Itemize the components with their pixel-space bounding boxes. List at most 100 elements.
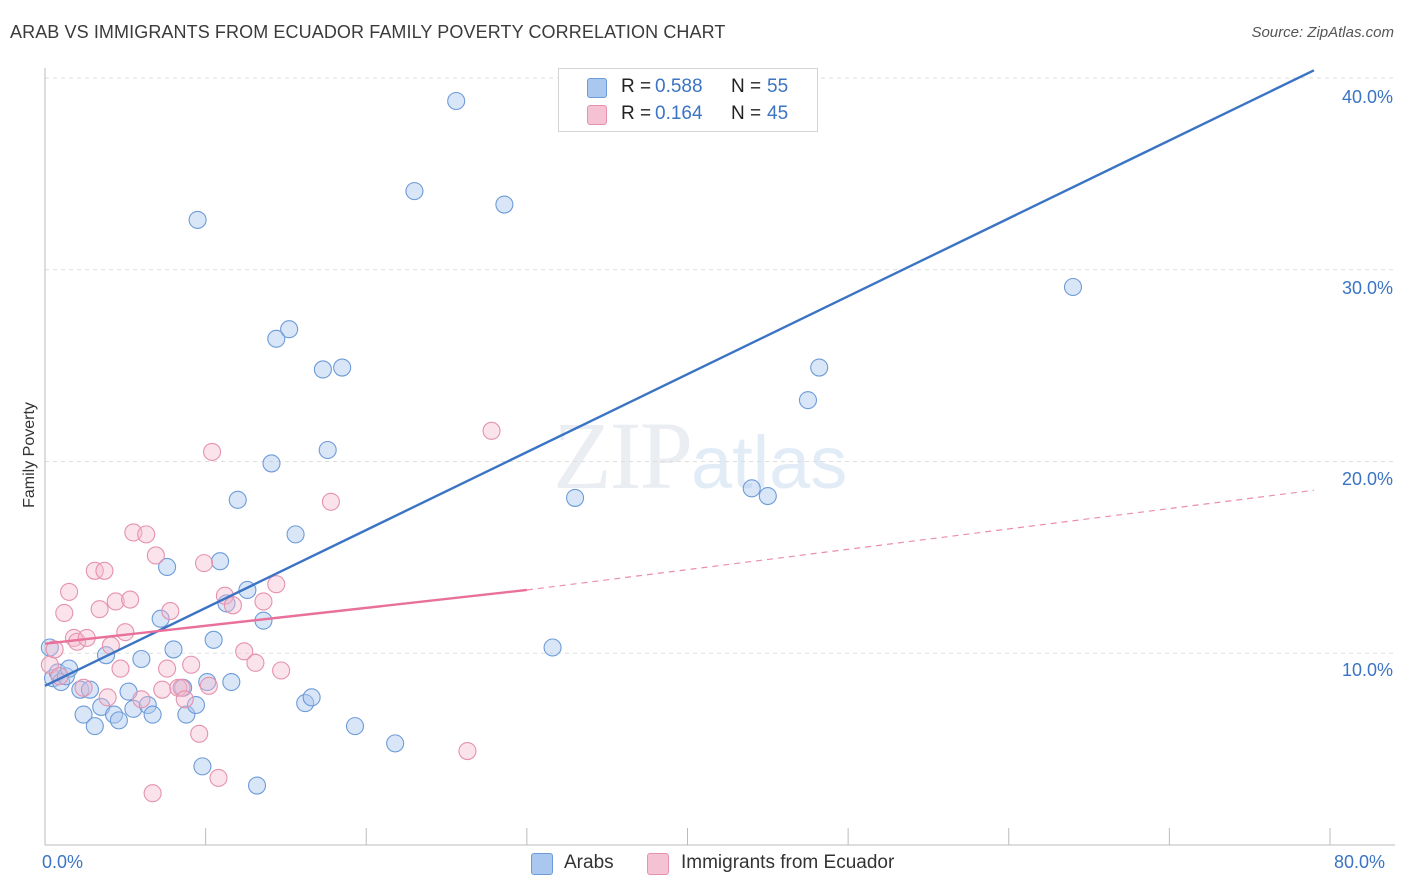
r-label: R = — [621, 76, 652, 97]
data-point — [85, 561, 104, 580]
data-point — [85, 717, 104, 736]
data-point — [132, 649, 151, 669]
trend-line-extension — [526, 489, 1315, 591]
data-point — [798, 391, 818, 410]
data-point — [272, 661, 291, 680]
data-point — [405, 182, 424, 201]
data-point — [137, 525, 156, 544]
data-point — [495, 195, 514, 214]
arabs-swatch — [587, 78, 607, 98]
data-point — [98, 688, 117, 707]
data-point — [106, 592, 125, 611]
data-point — [810, 358, 829, 377]
data-point — [758, 486, 777, 506]
data-point — [302, 688, 321, 707]
correlation-legend: R = 0.588 N = 55 R = 0.164 N = 45 — [558, 68, 818, 132]
data-point — [333, 358, 352, 377]
data-point — [254, 592, 273, 611]
data-point — [146, 546, 165, 565]
data-point — [45, 640, 64, 659]
data-point — [74, 705, 93, 724]
data-point — [262, 454, 281, 473]
data-point — [194, 554, 214, 573]
source-label: Source: ZipAtlas.com — [1251, 24, 1394, 41]
data-point — [318, 440, 337, 460]
data-point — [209, 768, 228, 787]
data-point — [267, 575, 286, 594]
data-point — [193, 757, 212, 776]
data-point — [175, 690, 194, 709]
watermark: ZIPatlas — [553, 400, 847, 511]
data-point — [177, 705, 196, 724]
ecuador-swatch — [587, 105, 607, 125]
data-point — [182, 655, 201, 674]
data-point — [161, 602, 180, 621]
data-point — [71, 680, 90, 699]
data-point — [164, 640, 183, 659]
data-point — [345, 717, 365, 736]
data-point — [111, 659, 130, 678]
data-point — [203, 442, 222, 461]
data-point — [151, 609, 170, 628]
n-value: 45 — [767, 103, 789, 124]
data-point — [199, 676, 218, 695]
data-point — [158, 557, 177, 577]
y-tick-label-30: 30.0% — [1341, 278, 1393, 298]
data-point — [190, 724, 209, 743]
data-point — [74, 678, 93, 697]
legend-arabs-label: Arabs — [564, 852, 614, 873]
trend-line — [44, 588, 528, 645]
watermark-atlas: atlas — [691, 421, 848, 504]
data-point — [447, 91, 466, 111]
data-point — [223, 596, 242, 615]
legend-ecuador-swatch — [647, 853, 669, 875]
data-point — [543, 638, 562, 657]
data-point — [80, 680, 100, 699]
r-value: 0.164 — [655, 103, 703, 124]
data-point — [742, 479, 761, 498]
data-point — [313, 360, 332, 379]
data-point — [247, 776, 267, 795]
data-point — [116, 623, 135, 642]
data-point — [566, 488, 585, 507]
data-point — [280, 320, 299, 339]
data-point — [95, 561, 114, 580]
y-tick-label-40: 40.0% — [1341, 87, 1393, 107]
data-point — [158, 659, 177, 678]
trend-line — [44, 69, 1315, 687]
data-point — [211, 552, 230, 571]
watermark-zip: ZIP — [553, 402, 693, 509]
data-point — [90, 600, 109, 619]
data-point — [235, 642, 254, 661]
chart-title: ARAB VS IMMIGRANTS FROM ECUADOR FAMILY P… — [10, 22, 726, 42]
data-point — [222, 672, 241, 692]
data-point — [172, 678, 191, 697]
n-label: N = — [731, 76, 762, 97]
y-tick-label-20: 20.0% — [1341, 469, 1393, 489]
n-label: N = — [731, 103, 762, 124]
x-tick-label-max: 80.0% — [1334, 852, 1386, 872]
data-point — [60, 582, 79, 601]
data-point — [143, 705, 162, 724]
legend-ecuador-label: Immigrants from Ecuador — [681, 852, 895, 873]
legend-arabs-swatch — [531, 853, 553, 875]
r-label: R = — [621, 103, 652, 124]
data-point — [132, 690, 151, 709]
legend-row-arabs: R = 0.588 N = 55 — [559, 74, 817, 100]
series-legend: Arabs Immigrants from Ecuador — [531, 852, 931, 878]
data-point — [228, 490, 247, 509]
data-point — [186, 695, 206, 715]
n-value: 55 — [767, 76, 789, 97]
data-point — [204, 630, 223, 649]
y-tick-label-10: 10.0% — [1341, 660, 1393, 680]
data-point — [1063, 277, 1083, 297]
data-point — [386, 734, 405, 753]
data-point — [482, 421, 501, 440]
data-point — [55, 603, 74, 623]
data-point — [246, 653, 265, 672]
data-point — [121, 590, 140, 609]
x-tick-label-min: 0.0% — [42, 852, 84, 872]
data-point — [458, 741, 477, 761]
r-value: 0.588 — [655, 76, 703, 97]
